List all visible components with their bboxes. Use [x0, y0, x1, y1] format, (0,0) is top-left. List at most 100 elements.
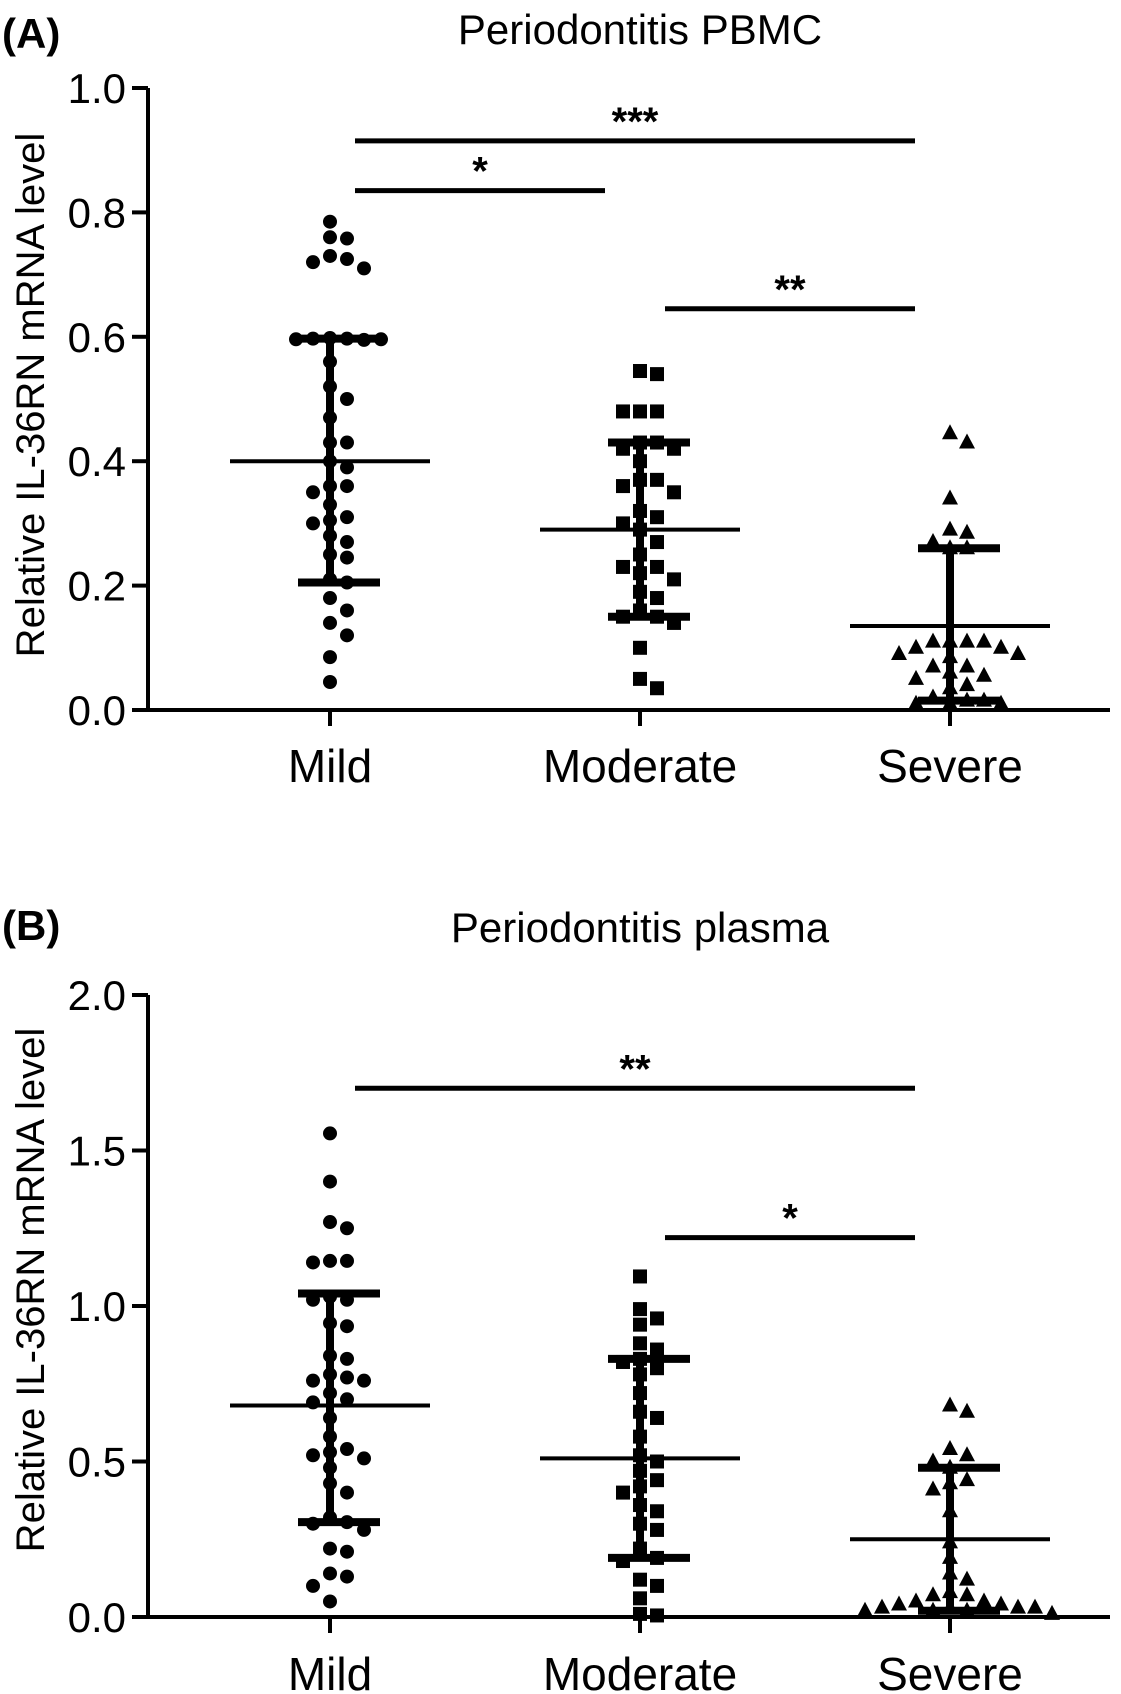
panel-label-b: (B) — [2, 902, 60, 949]
data-point-mild-22 — [340, 479, 354, 494]
data-point-moderate-25 — [650, 591, 664, 606]
data-point-moderate-13 — [667, 485, 681, 500]
data-point-mild-39 — [323, 1594, 337, 1609]
data-point-mild-2 — [340, 231, 354, 246]
chart-title-b: Periodontitis plasma — [451, 904, 830, 951]
data-point-severe-23 — [874, 1598, 890, 1614]
data-point-moderate-11 — [650, 472, 664, 487]
data-point-mild-1 — [323, 230, 337, 245]
y-tick-label: 1.0 — [68, 65, 126, 112]
data-point-mild-35 — [340, 603, 354, 618]
data-point-mild-34 — [323, 591, 337, 606]
data-point-moderate-18 — [650, 535, 664, 550]
data-point-severe-18 — [908, 1592, 924, 1608]
data-point-moderate-15 — [650, 510, 664, 525]
data-point-mild-18 — [340, 435, 354, 450]
data-point-moderate-32 — [650, 681, 664, 696]
data-point-mild-3 — [323, 248, 337, 263]
y-tick-label: 0.2 — [68, 563, 126, 610]
data-point-severe-17 — [976, 1592, 992, 1608]
data-point-mild-25 — [306, 1448, 320, 1463]
data-point-mild-5 — [340, 1253, 354, 1268]
data-point-mild-17 — [357, 1373, 371, 1388]
data-point-moderate-16 — [616, 516, 630, 531]
data-point-mild-36 — [323, 1566, 337, 1581]
data-point-severe-28 — [1044, 1604, 1060, 1620]
data-point-severe-4 — [959, 523, 975, 539]
data-point-mild-35 — [340, 1544, 354, 1559]
data-point-moderate-1 — [633, 1302, 647, 1317]
data-point-severe-0 — [942, 1396, 958, 1412]
data-point-mild-26 — [357, 1451, 371, 1466]
data-point-moderate-17 — [650, 1473, 664, 1488]
data-point-mild-6 — [357, 261, 371, 276]
y-tick-label: 0.4 — [68, 438, 126, 485]
data-point-mild-29 — [340, 1485, 354, 1500]
data-point-moderate-12 — [650, 1410, 664, 1425]
data-point-severe-0 — [942, 424, 958, 440]
data-point-severe-20 — [976, 666, 992, 682]
data-point-severe-22 — [959, 676, 975, 692]
data-point-moderate-21 — [616, 559, 630, 574]
y-tick-label: 0.6 — [68, 314, 126, 361]
data-point-moderate-20 — [650, 559, 664, 574]
data-point-mild-39 — [323, 675, 337, 690]
data-point-severe-2 — [942, 1440, 958, 1456]
x-tick-label-mild: Mild — [288, 1648, 372, 1694]
data-point-moderate-4 — [616, 404, 630, 419]
data-point-mild-23 — [306, 485, 320, 500]
data-point-mild-23 — [340, 1442, 354, 1457]
panel-a: (A) Periodontitis PBMC Relative IL-36RN … — [2, 6, 1110, 792]
data-point-mild-37 — [340, 628, 354, 643]
data-point-severe-13 — [993, 638, 1009, 654]
data-point-severe-16 — [925, 1586, 941, 1602]
data-point-severe-15 — [959, 1586, 975, 1602]
data-point-mild-29 — [340, 535, 354, 550]
data-point-mild-13 — [340, 1351, 354, 1366]
data-point-moderate-23 — [650, 1522, 664, 1537]
data-point-moderate-2 — [650, 1311, 664, 1326]
data-point-mild-20 — [340, 460, 354, 475]
data-point-severe-20 — [891, 1595, 907, 1611]
data-point-mild-2 — [323, 1215, 337, 1230]
data-point-severe-10 — [925, 632, 941, 648]
data-point-severe-6 — [959, 1471, 975, 1487]
data-point-moderate-3 — [633, 1317, 647, 1332]
data-point-mild-4 — [340, 252, 354, 267]
data-point-mild-19 — [340, 1392, 354, 1407]
data-point-moderate-23 — [667, 572, 681, 587]
y-tick-label: 0.8 — [68, 189, 126, 236]
data-point-mild-16 — [306, 1373, 320, 1388]
data-point-mild-0 — [323, 1126, 337, 1141]
data-point-severe-15 — [1010, 645, 1026, 661]
data-point-moderate-0 — [633, 1269, 647, 1284]
chart-title-a: Periodontitis PBMC — [458, 6, 822, 53]
data-point-mild-36 — [323, 615, 337, 630]
data-point-moderate-4 — [633, 1336, 647, 1351]
data-point-moderate-31 — [650, 1608, 664, 1623]
y-tick-label: 2.0 — [68, 972, 126, 1019]
data-point-moderate-28 — [650, 1578, 664, 1593]
data-point-severe-18 — [925, 657, 941, 673]
data-point-severe-21 — [908, 669, 924, 685]
data-point-moderate-5 — [650, 1342, 664, 1357]
data-point-mild-0 — [323, 214, 337, 229]
data-point-mild-6 — [306, 1255, 320, 1270]
data-point-mild-15 — [340, 392, 354, 406]
y-tick-label: 1.5 — [68, 1128, 126, 1175]
data-point-mild-27 — [306, 516, 320, 531]
y-tick-label: 0.0 — [68, 687, 126, 734]
y-axis-label-b: Relative IL-36RN mRNA level — [9, 1028, 53, 1553]
data-point-mild-38 — [323, 650, 337, 665]
data-point-severe-22 — [1010, 1598, 1026, 1614]
data-point-severe-28 — [908, 694, 924, 710]
significance-label-0: *** — [612, 100, 659, 144]
panel-label-a: (A) — [2, 10, 60, 57]
y-tick-label: 0.5 — [68, 1439, 126, 1486]
data-point-severe-8 — [925, 1480, 941, 1496]
x-tick-label-mild: Mild — [288, 740, 372, 792]
data-point-moderate-27 — [633, 1572, 647, 1587]
data-point-moderate-21 — [650, 1504, 664, 1519]
